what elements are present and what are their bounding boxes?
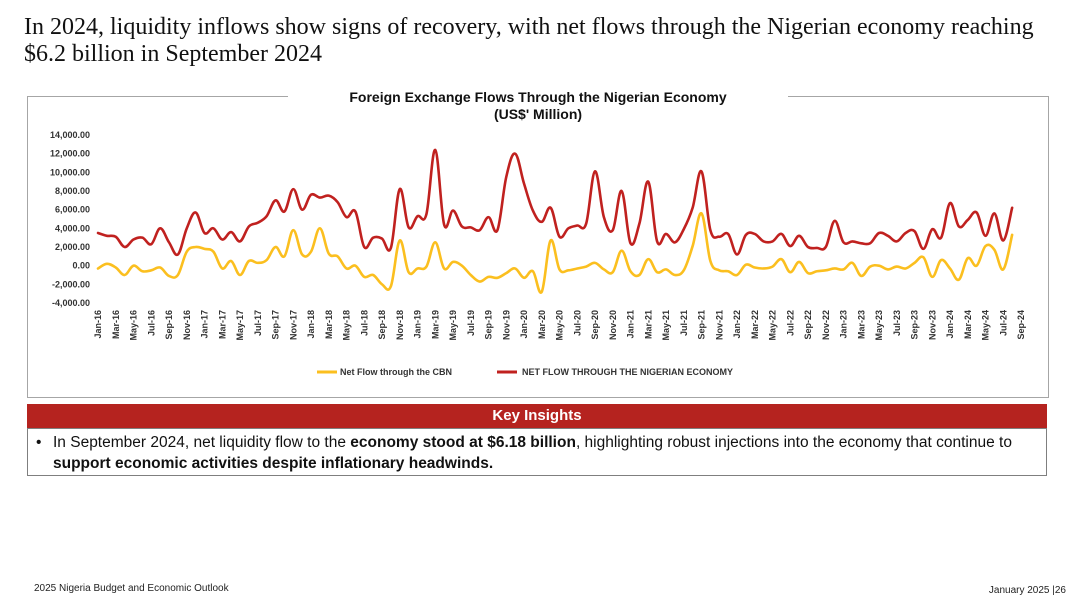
y-tick-label: 4,000.00 bbox=[55, 223, 90, 233]
x-tick-label: Sep-24 bbox=[1016, 310, 1026, 340]
x-tick-label: Jan-17 bbox=[200, 310, 210, 339]
footer-page-number: January 2025 |26 bbox=[988, 585, 1066, 596]
x-tick-label: Nov-17 bbox=[288, 310, 298, 340]
key-insights-header: Key Insights bbox=[27, 404, 1047, 428]
x-tick-label: Mar-22 bbox=[750, 310, 760, 339]
y-tick-label: 12,000.00 bbox=[50, 149, 90, 159]
chart-title-block: Foreign Exchange Flows Through the Niger… bbox=[288, 89, 788, 123]
x-tick-label: Sep-16 bbox=[164, 310, 174, 340]
x-tick-label: May-18 bbox=[342, 310, 352, 341]
y-tick-label: 2,000.00 bbox=[55, 242, 90, 252]
x-tick-label: May-23 bbox=[874, 310, 884, 341]
insight-segment: support economic activities despite infl… bbox=[53, 455, 494, 472]
y-tick-label: 0.00 bbox=[72, 261, 90, 271]
x-tick-label: Mar-20 bbox=[537, 310, 547, 339]
series-line-cbn bbox=[96, 212, 1014, 294]
x-tick-label: Jan-21 bbox=[626, 310, 636, 339]
x-tick-label: Nov-22 bbox=[821, 310, 831, 340]
slide-title: In 2024, liquidity inflows show signs of… bbox=[24, 14, 1034, 67]
x-tick-label: Sep-20 bbox=[590, 310, 600, 340]
x-tick-label: Sep-22 bbox=[803, 310, 813, 340]
y-tick-label: 6,000.00 bbox=[55, 205, 90, 215]
x-tick-label: Jul-17 bbox=[253, 310, 263, 336]
y-tick-label: 8,000.00 bbox=[55, 186, 90, 196]
x-tick-label: May-24 bbox=[981, 310, 991, 341]
x-tick-label: Mar-18 bbox=[324, 310, 334, 339]
x-tick-label: Jan-22 bbox=[732, 310, 742, 339]
x-tick-label: Jul-22 bbox=[785, 310, 795, 336]
y-tick-label: -2,000.00 bbox=[52, 279, 90, 289]
x-tick-label: Sep-23 bbox=[910, 310, 920, 340]
x-tick-label: Jul-20 bbox=[572, 310, 582, 336]
x-tick-label: Mar-21 bbox=[643, 310, 653, 339]
chart-subtitle: (US$' Million) bbox=[493, 106, 583, 122]
x-tick-label: Sep-19 bbox=[484, 310, 494, 340]
x-tick-label: Sep-21 bbox=[697, 310, 707, 340]
x-tick-label: Nov-21 bbox=[714, 310, 724, 340]
y-tick-label: -4,000.00 bbox=[52, 298, 90, 308]
x-tick-label: Mar-16 bbox=[111, 310, 121, 339]
x-tick-label: Nov-23 bbox=[927, 310, 937, 340]
x-tick-label: May-16 bbox=[129, 310, 139, 341]
x-tick-label: Jul-23 bbox=[892, 310, 902, 336]
x-tick-label: Nov-20 bbox=[608, 310, 618, 340]
y-tick-label: 14,000.00 bbox=[50, 130, 90, 140]
footer-source: 2025 Nigeria Budget and Economic Outlook bbox=[34, 583, 229, 594]
insight-text: In September 2024, net liquidity flow to… bbox=[53, 434, 1012, 472]
x-tick-label: Nov-18 bbox=[395, 310, 405, 340]
chart-panel: 14,000.00 12,000.00 10,000.00 8,000.00 6,000… bbox=[27, 89, 1049, 398]
x-tick-label: Jul-16 bbox=[146, 310, 156, 336]
x-tick-label: Nov-19 bbox=[501, 310, 511, 340]
series-line-economy bbox=[96, 148, 1014, 257]
legend-label-cbn: Net Flow through the CBN bbox=[340, 367, 452, 377]
x-tick-label: Jan-24 bbox=[945, 310, 955, 339]
x-tick-label: May-22 bbox=[768, 310, 778, 341]
y-tick-label: 10,000.00 bbox=[50, 167, 90, 177]
key-insights-box: • In September 2024, net liquidity flow … bbox=[27, 428, 1047, 476]
x-tick-label: Jan-19 bbox=[413, 310, 423, 339]
x-tick-label: Jul-19 bbox=[466, 310, 476, 336]
x-tick-label: Jul-24 bbox=[998, 310, 1008, 336]
x-tick-label: Mar-24 bbox=[963, 310, 973, 339]
chart-title: Foreign Exchange Flows Through the Niger… bbox=[349, 89, 727, 105]
x-tick-label: Mar-19 bbox=[430, 310, 440, 339]
chart-svg: 14,000.00 12,000.00 10,000.00 8,000.00 6,000… bbox=[50, 130, 1026, 377]
x-tick-label: Jul-21 bbox=[679, 310, 689, 336]
insight-bullet-item: • In September 2024, net liquidity flow … bbox=[36, 432, 1053, 474]
insight-segment: In September 2024, net liquidity flow to… bbox=[53, 434, 351, 451]
insight-segment: , highlighting robust injections into th… bbox=[575, 434, 1012, 451]
bullet-icon: • bbox=[36, 434, 42, 451]
x-tick-label: Sep-18 bbox=[377, 310, 387, 340]
x-tick-label: May-21 bbox=[661, 310, 671, 341]
legend-label-economy: NET FLOW THROUGH THE NIGERIAN ECONOMY bbox=[522, 367, 733, 377]
x-tick-label: May-20 bbox=[555, 310, 565, 341]
x-tick-label: Jan-23 bbox=[839, 310, 849, 339]
x-tick-label: May-19 bbox=[448, 310, 458, 341]
x-tick-label: Jan-18 bbox=[306, 310, 316, 339]
x-tick-label: Jan-16 bbox=[93, 310, 103, 339]
x-tick-label: May-17 bbox=[235, 310, 245, 341]
x-tick-label: Jul-18 bbox=[359, 310, 369, 336]
x-tick-label: Nov-16 bbox=[182, 310, 192, 340]
insight-segment: economy stood at $6.18 billion bbox=[350, 434, 576, 451]
x-tick-label: Sep-17 bbox=[271, 310, 281, 340]
x-tick-label: Mar-17 bbox=[217, 310, 227, 339]
x-tick-label: Mar-23 bbox=[856, 310, 866, 339]
x-tick-label: Jan-20 bbox=[519, 310, 529, 339]
